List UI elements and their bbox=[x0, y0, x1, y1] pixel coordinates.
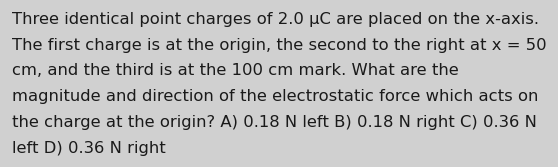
Text: cm, and the third is at the 100 cm mark. What are the: cm, and the third is at the 100 cm mark.… bbox=[12, 63, 459, 78]
Text: The first charge is at the origin, the second to the right at x = 50: The first charge is at the origin, the s… bbox=[12, 38, 547, 53]
Text: the charge at the origin? A) 0.18 N left B) 0.18 N right C) 0.36 N: the charge at the origin? A) 0.18 N left… bbox=[12, 115, 537, 130]
Text: Three identical point charges of 2.0 μC are placed on the x-axis.: Three identical point charges of 2.0 μC … bbox=[12, 12, 539, 27]
Text: magnitude and direction of the electrostatic force which acts on: magnitude and direction of the electrost… bbox=[12, 89, 538, 104]
Text: left D) 0.36 N right: left D) 0.36 N right bbox=[12, 141, 166, 156]
